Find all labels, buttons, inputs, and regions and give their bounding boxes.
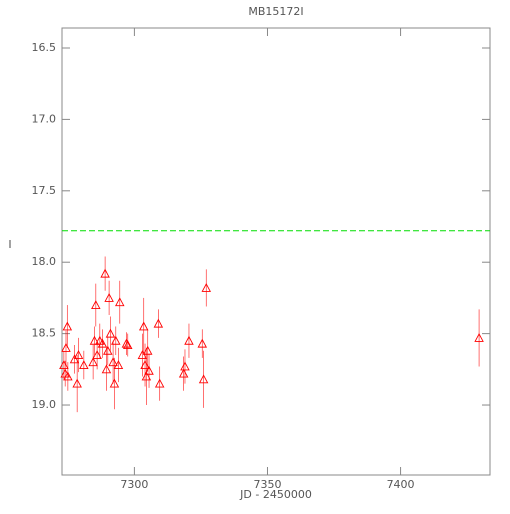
- x-tick-label: 7300: [120, 478, 148, 491]
- point: [153, 318, 164, 328]
- point: [111, 335, 121, 345]
- point: [201, 282, 212, 292]
- point: [138, 321, 149, 331]
- point: [121, 338, 132, 348]
- point: [113, 360, 124, 369]
- point: [89, 335, 100, 345]
- y-tick-label: 16.5: [32, 41, 57, 54]
- y-tick-label: 18.5: [32, 327, 57, 340]
- point: [101, 364, 112, 374]
- y-axis-label: I: [8, 238, 11, 251]
- point: [92, 350, 102, 359]
- point: [474, 332, 484, 342]
- point: [198, 374, 209, 384]
- point: [144, 365, 154, 375]
- point: [105, 328, 116, 338]
- point: [100, 268, 110, 278]
- x-axis-label: JD - 2450000: [239, 488, 312, 501]
- point: [62, 321, 73, 331]
- point: [109, 378, 120, 388]
- point: [154, 378, 165, 388]
- point: [180, 361, 190, 371]
- point: [79, 360, 89, 369]
- point: [103, 345, 113, 355]
- point: [140, 360, 150, 369]
- y-tick-label: 17.5: [32, 184, 57, 197]
- point: [72, 378, 82, 388]
- y-tick-label: 19.0: [32, 398, 57, 411]
- x-tick-label: 7350: [253, 478, 281, 491]
- point: [61, 342, 71, 352]
- point: [197, 338, 208, 348]
- point: [115, 297, 125, 307]
- chart-title: MB15172I: [248, 5, 303, 18]
- point: [184, 335, 194, 345]
- plot-frame: [61, 27, 491, 476]
- point: [97, 338, 108, 348]
- point: [142, 345, 153, 355]
- point: [91, 300, 101, 310]
- y-tick-label: 17.0: [32, 112, 57, 125]
- point: [141, 371, 152, 381]
- point: [69, 354, 80, 364]
- point: [137, 350, 148, 359]
- point: [108, 357, 118, 367]
- y-tick-label: 18.0: [32, 255, 57, 268]
- point: [104, 292, 114, 302]
- x-tick-label: 7400: [387, 478, 415, 491]
- point: [178, 368, 189, 378]
- point: [63, 371, 73, 381]
- point: [73, 350, 84, 359]
- point: [88, 357, 98, 367]
- point: [122, 340, 133, 349]
